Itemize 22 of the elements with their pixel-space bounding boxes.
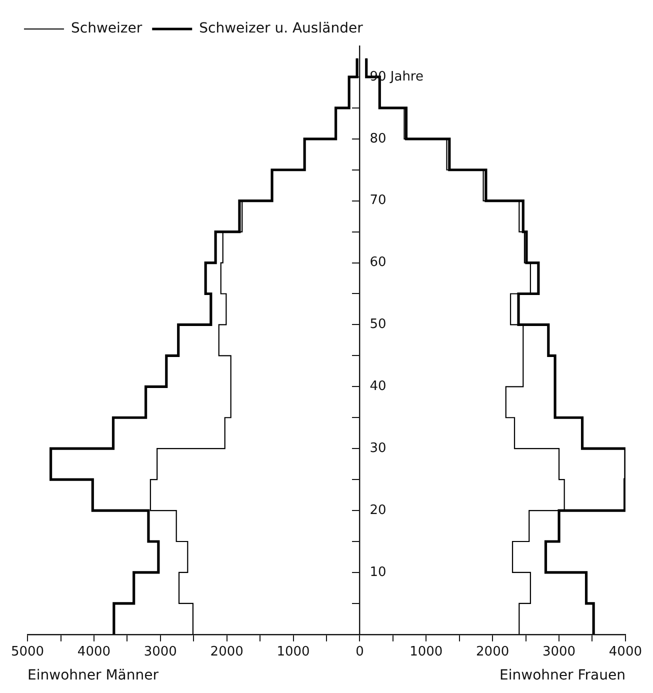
x-tick-label: 5000 bbox=[10, 644, 44, 660]
x-tick-label: 1000 bbox=[276, 644, 310, 660]
y-tick-label: 80 bbox=[370, 131, 386, 146]
x-tick-label: 0 bbox=[356, 644, 364, 660]
y-tick-label: 60 bbox=[370, 255, 386, 270]
x-tick-label: 4000 bbox=[77, 644, 111, 660]
y-tick-label: 70 bbox=[370, 193, 386, 208]
x-tick-label: 1000 bbox=[410, 644, 443, 660]
x-tick-label: 3000 bbox=[144, 644, 177, 660]
legend-label: Schweizer bbox=[71, 20, 142, 37]
text: Einwohner Männer bbox=[28, 668, 159, 684]
y-tick-label: 40 bbox=[370, 379, 386, 394]
y-tick-label: 50 bbox=[370, 317, 386, 332]
x-tick-label: 3000 bbox=[542, 644, 576, 660]
y-tick-label: 30 bbox=[370, 440, 386, 456]
x-tick-label: 2000 bbox=[476, 644, 510, 660]
text: Einwohner Frauen bbox=[500, 668, 626, 684]
x-tick-label: 2000 bbox=[210, 644, 244, 660]
y-tick-label: 20 bbox=[370, 502, 386, 518]
y-tick-label: 10 bbox=[370, 564, 386, 580]
legend-label: Schweizer u. Ausländer bbox=[199, 20, 364, 37]
x-tick-label: 4000 bbox=[608, 644, 642, 660]
